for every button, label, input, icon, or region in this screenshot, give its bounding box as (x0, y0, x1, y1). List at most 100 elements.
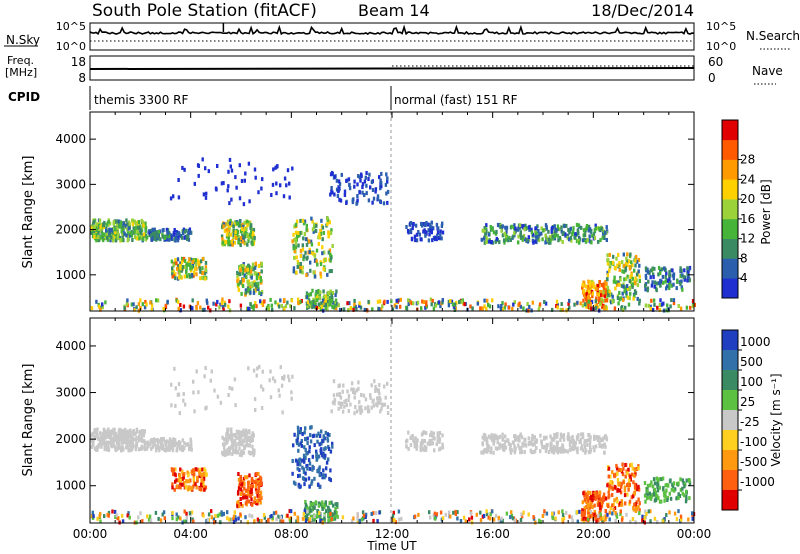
range-cell (329, 449, 333, 454)
nsky-tick-bottom: 10^0 (56, 40, 86, 53)
range-cell (188, 262, 192, 267)
range-cell (629, 291, 632, 296)
range-cell (627, 467, 630, 472)
range-cell (135, 235, 138, 240)
range-cell (197, 390, 200, 395)
range-cell (682, 480, 685, 485)
range-cell (250, 275, 253, 280)
range-cell (589, 491, 592, 495)
range-cell (497, 435, 500, 440)
range-cell (613, 498, 616, 503)
range-cell (487, 232, 491, 237)
range-cell (559, 432, 563, 437)
range-cell (157, 516, 160, 521)
range-cell (430, 230, 433, 235)
range-cell (296, 425, 300, 430)
range-cell (345, 201, 348, 205)
range-cell (494, 513, 498, 518)
range-cell (175, 298, 178, 303)
range-cell (127, 432, 130, 437)
range-cell (427, 228, 430, 233)
range-cell (193, 472, 196, 477)
range-cell (628, 259, 631, 264)
range-cell (232, 517, 235, 521)
range-cell (109, 238, 112, 243)
range-cell (171, 516, 174, 521)
range-cell (296, 297, 300, 302)
range-cell (540, 231, 543, 236)
range-cell (188, 257, 191, 262)
range-cell (233, 510, 236, 515)
range-cell (251, 242, 254, 247)
range-cell (353, 411, 356, 416)
range-cell (679, 282, 682, 286)
range-cell (291, 239, 294, 244)
range-cell (189, 230, 192, 235)
range-cell (156, 438, 160, 443)
power-y-tick-label: 4000 (55, 132, 86, 146)
range-cell (653, 487, 656, 492)
range-cell (568, 514, 571, 519)
range-cell (679, 274, 682, 279)
range-cell (627, 487, 630, 492)
range-cell (595, 435, 599, 439)
range-cell (568, 230, 571, 235)
range-cell (368, 172, 371, 177)
range-cell (212, 517, 216, 522)
range-cell (330, 170, 334, 175)
range-cell (249, 273, 253, 278)
range-cell (177, 195, 181, 200)
range-cell (571, 232, 574, 237)
range-cell (542, 228, 545, 233)
range-cell (239, 441, 242, 446)
range-cell (435, 222, 439, 227)
range-cell (239, 497, 242, 501)
range-cell (490, 446, 493, 451)
range-cell (248, 222, 252, 227)
range-cell (253, 282, 256, 287)
range-cell (314, 500, 318, 505)
range-cell (237, 486, 241, 491)
range-cell (111, 509, 114, 514)
range-cell (244, 501, 248, 506)
range-cell (192, 270, 196, 275)
range-cell (299, 253, 303, 258)
range-cell (422, 447, 426, 452)
range-cell (247, 443, 251, 448)
range-cell (216, 299, 219, 304)
range-cell (359, 178, 362, 183)
range-cell (228, 308, 232, 313)
range-cell (143, 447, 147, 452)
range-cell (108, 440, 111, 445)
range-cell (162, 437, 165, 441)
range-cell (613, 474, 616, 479)
range-cell (505, 511, 509, 516)
range-cell (189, 440, 193, 444)
range-cell (389, 517, 393, 522)
range-cell (617, 280, 620, 285)
range-cell (604, 280, 607, 284)
range-cell (632, 296, 635, 301)
range-cell (224, 451, 227, 456)
range-cell (242, 278, 245, 283)
range-cell (562, 433, 566, 438)
range-cell (530, 230, 534, 235)
range-cell (619, 277, 622, 282)
range-cell (370, 383, 373, 388)
range-cell (567, 301, 570, 306)
range-cell (237, 491, 240, 496)
range-cell (192, 480, 196, 485)
range-cell (360, 174, 363, 179)
range-cell (111, 236, 114, 241)
range-cell (274, 510, 278, 515)
range-cell (231, 242, 234, 247)
range-cell (193, 409, 196, 414)
range-cell (198, 266, 201, 271)
range-cell (311, 219, 314, 224)
range-cell (513, 450, 517, 455)
range-cell (297, 262, 300, 267)
range-cell (184, 485, 188, 489)
range-cell (323, 268, 327, 272)
range-cell (313, 514, 316, 519)
range-cell (600, 290, 603, 294)
